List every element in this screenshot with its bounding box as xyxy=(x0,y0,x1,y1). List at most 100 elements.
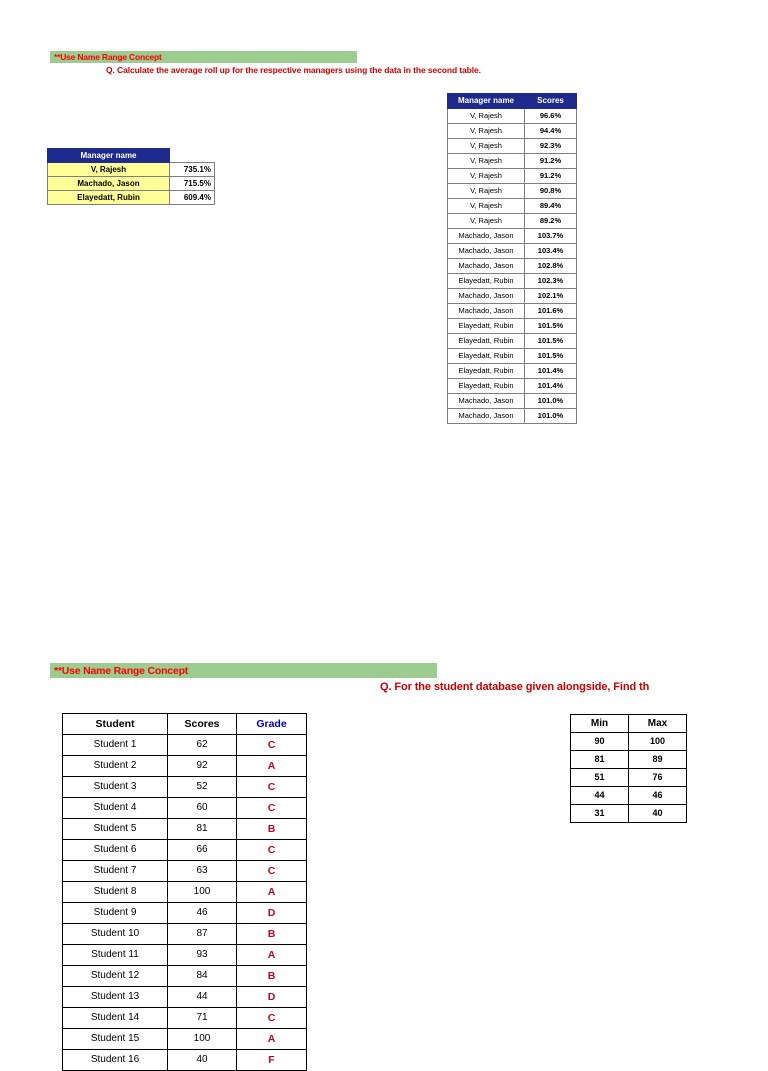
range-min-cell: 51 xyxy=(570,768,629,787)
manager-name-cell: Machado, Jason xyxy=(47,176,170,191)
table-row: 51 76 xyxy=(570,768,687,787)
range-max-cell: 100 xyxy=(628,732,687,751)
column-header-scores: Scores xyxy=(524,93,577,109)
table-row: Student 3 52 C xyxy=(62,776,307,798)
manager-scores-table: Manager name Scores V, Rajesh 96.6% V, Raj… xyxy=(447,93,577,424)
table-row: Elayedatt, Rubin 609.4% xyxy=(47,190,215,205)
student-grade-cell: A xyxy=(236,944,307,966)
student-score-cell: 100 xyxy=(167,881,237,903)
table-row: V, Rajesh 91.2% xyxy=(447,168,577,184)
column-header-scores: Scores xyxy=(167,713,237,735)
student-grade-cell: A xyxy=(236,881,307,903)
student-name-cell: Student 14 xyxy=(62,1007,168,1029)
manager-score-cell: 101.0% xyxy=(524,393,577,409)
manager-summary-table: Manager name V, Rajesh 735.1% Machado, Jas… xyxy=(47,148,215,205)
student-score-cell: 60 xyxy=(167,797,237,819)
student-score-cell: 81 xyxy=(167,818,237,840)
student-score-cell: 40 xyxy=(167,1049,237,1071)
column-header-min: Min xyxy=(570,714,629,733)
manager-name-cell: V, Rajesh xyxy=(447,168,525,184)
column-header-blank xyxy=(169,148,215,163)
manager-name-cell: V, Rajesh xyxy=(447,198,525,214)
table-row: Elayedatt, Rubin 101.4% xyxy=(447,363,577,379)
manager-name-cell: Machado, Jason xyxy=(447,408,525,424)
manager-score-cell: 89.2% xyxy=(524,213,577,229)
manager-name-cell: Elayedatt, Rubin xyxy=(447,348,525,364)
student-grade-cell: A xyxy=(236,755,307,777)
table-row: Student 15 100 A xyxy=(62,1028,307,1050)
manager-name-cell: V, Rajesh xyxy=(447,123,525,139)
minmax-table-body: 90 100 81 89 51 76 44 46 31 40 xyxy=(570,732,687,823)
student-score-cell: 93 xyxy=(167,944,237,966)
manager-name-cell: V, Rajesh xyxy=(447,108,525,124)
manager-name-cell: Elayedatt, Rubin xyxy=(447,318,525,334)
manager-name-cell: V, Rajesh xyxy=(447,183,525,199)
student-grade-cell: B xyxy=(236,923,307,945)
table-row: V, Rajesh 96.6% xyxy=(447,108,577,124)
manager-name-cell: Machado, Jason xyxy=(447,228,525,244)
table-row: V, Rajesh 92.3% xyxy=(447,138,577,154)
student-score-cell: 66 xyxy=(167,839,237,861)
table-header-row: Min Max xyxy=(570,714,687,733)
student-grade-cell: C xyxy=(236,776,307,798)
student-grade-cell: B xyxy=(236,818,307,840)
student-name-cell: Student 8 xyxy=(62,881,168,903)
grade-range-minmax-table: Min Max 90 100 81 89 51 76 44 46 31 40 xyxy=(570,714,687,823)
manager-score-cell: 89.4% xyxy=(524,198,577,214)
table-row: Student 16 40 F xyxy=(62,1049,307,1071)
table-row: 81 89 xyxy=(570,750,687,769)
range-max-cell: 40 xyxy=(628,804,687,823)
student-grade-cell: A xyxy=(236,1028,307,1050)
table-row: Student 9 46 D xyxy=(62,902,307,924)
manager-score-cell: 101.5% xyxy=(524,348,577,364)
manager-score-cell: 101.6% xyxy=(524,303,577,319)
table-row: 90 100 xyxy=(570,732,687,751)
manager-score-cell: 101.5% xyxy=(524,333,577,349)
table-row: Machado, Jason 715.5% xyxy=(47,176,215,191)
student-score-cell: 84 xyxy=(167,965,237,987)
column-header-grade: Grade xyxy=(236,713,307,735)
student-name-cell: Student 5 xyxy=(62,818,168,840)
manager-score-cell: 101.4% xyxy=(524,363,577,379)
manager-score-cell: 102.3% xyxy=(524,273,577,289)
manager-score-cell: 101.4% xyxy=(524,378,577,394)
table-header-row: Manager name Scores xyxy=(447,93,577,109)
student-grade-cell: C xyxy=(236,1007,307,1029)
manager-name-cell: Machado, Jason xyxy=(447,393,525,409)
student-score-cell: 52 xyxy=(167,776,237,798)
student-grade-cell: C xyxy=(236,734,307,756)
table-row: Student 13 44 D xyxy=(62,986,307,1008)
table-row: Student 12 84 B xyxy=(62,965,307,987)
student-grade-cell: C xyxy=(236,797,307,819)
manager-score-cell: 92.3% xyxy=(524,138,577,154)
student-grade-cell: C xyxy=(236,839,307,861)
manager-name-cell: Elayedatt, Rubin xyxy=(447,273,525,289)
student-name-cell: Student 7 xyxy=(62,860,168,882)
manager-name-cell: Elayedatt, Rubin xyxy=(447,378,525,394)
student-name-cell: Student 12 xyxy=(62,965,168,987)
manager-name-cell: Machado, Jason xyxy=(447,288,525,304)
table-header-row: Student Scores Grade xyxy=(62,713,307,735)
student-table-body: Student 1 62 C Student 2 92 A Student 3 52 C Stud… xyxy=(62,734,307,1071)
manager-score-cell: 90.8% xyxy=(524,183,577,199)
student-score-cell: 62 xyxy=(167,734,237,756)
table-row: Student 7 63 C xyxy=(62,860,307,882)
column-header-manager-name: Manager name xyxy=(447,93,525,109)
column-header-manager-name: Manager name xyxy=(47,148,170,163)
table-row: Student 14 71 C xyxy=(62,1007,307,1029)
range-min-cell: 90 xyxy=(570,732,629,751)
manager-name-cell: V, Rajesh xyxy=(447,153,525,169)
manager-name-cell: Elayedatt, Rubin xyxy=(47,190,170,205)
table-row: V, Rajesh 89.4% xyxy=(447,198,577,214)
range-min-cell: 31 xyxy=(570,804,629,823)
student-name-cell: Student 10 xyxy=(62,923,168,945)
table-row: 31 40 xyxy=(570,804,687,823)
student-grade-cell: F xyxy=(236,1049,307,1071)
table-row: Machado, Jason 103.4% xyxy=(447,243,577,259)
range-min-cell: 81 xyxy=(570,750,629,769)
manager-name-cell: Elayedatt, Rubin xyxy=(447,333,525,349)
student-score-cell: 100 xyxy=(167,1028,237,1050)
table-row: Student 4 60 C xyxy=(62,797,307,819)
manager-score-cell: 96.6% xyxy=(524,108,577,124)
student-grade-cell: D xyxy=(236,902,307,924)
